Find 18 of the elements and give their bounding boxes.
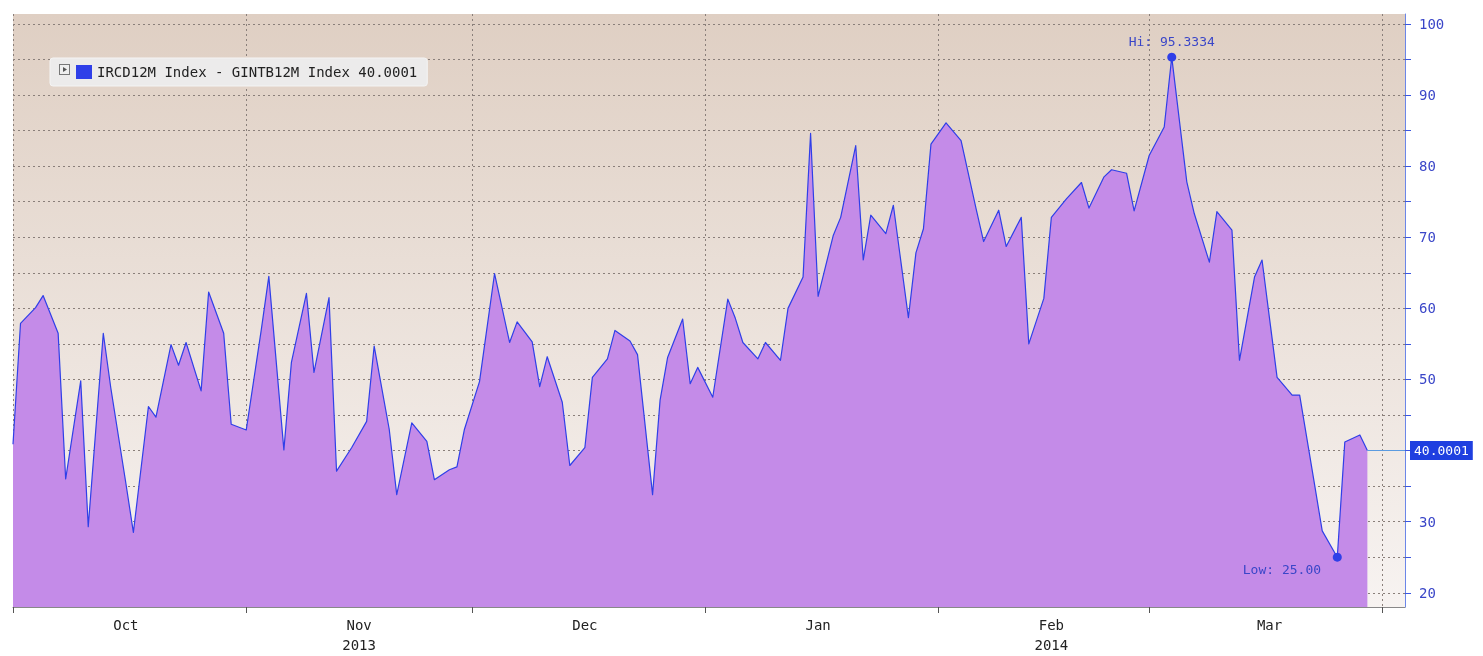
legend-label: IRCD12M Index - GINTB12M Index 40.0001 — [97, 64, 418, 80]
annotation: Hi: 95.3334 — [1128, 33, 1215, 49]
y-tick-label: 50 — [1419, 371, 1436, 388]
y-tick-label: 30 — [1419, 513, 1436, 530]
y-tick-label: 80 — [1419, 158, 1436, 175]
x-tick-label: Dec — [572, 617, 598, 633]
y-tick-label: 60 — [1419, 300, 1436, 317]
x-tick-label: Mar — [1256, 617, 1283, 633]
x-tick-label: Oct — [113, 617, 139, 633]
annotation: Low: 25.00 — [1242, 561, 1322, 577]
x-tick-label: Feb 2014 — [1034, 617, 1069, 653]
x-tick-label: Nov 2013 — [342, 617, 376, 653]
y-tick-label: 20 — [1419, 584, 1436, 601]
ref-line-label: 40.0001 — [1414, 443, 1469, 459]
x-tick-label: Jan — [805, 617, 831, 633]
y-tick-label: 90 — [1419, 87, 1436, 104]
y-tick-label: 100 — [1419, 15, 1445, 32]
y-tick-label: 70 — [1419, 229, 1436, 246]
